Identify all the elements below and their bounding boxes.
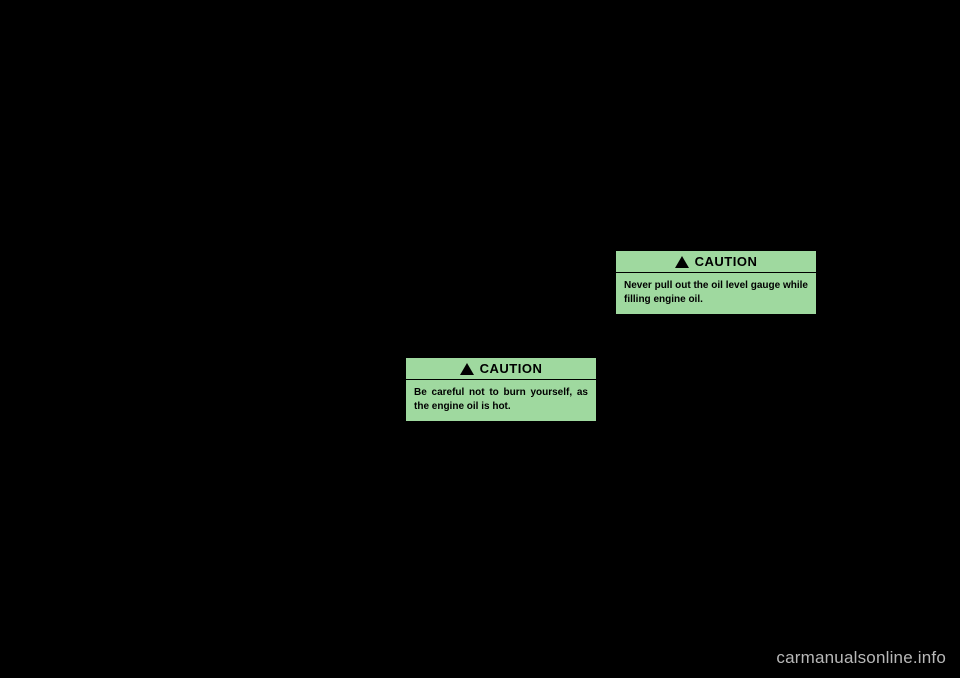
caution-header: CAUTION bbox=[616, 251, 816, 273]
manual-page: CAUTION Be careful not to burn yourself,… bbox=[0, 0, 960, 678]
caution-body-text: Never pull out the oil level gauge while… bbox=[616, 273, 816, 314]
caution-header: CAUTION bbox=[406, 358, 596, 380]
caution-body-text: Be careful not to burn yourself, as the … bbox=[406, 380, 596, 421]
warning-triangle-icon bbox=[675, 256, 689, 268]
watermark-text: carmanualsonline.info bbox=[776, 648, 946, 668]
caution-label: CAUTION bbox=[695, 254, 758, 269]
caution-box-oil-level-gauge: CAUTION Never pull out the oil level gau… bbox=[615, 250, 817, 315]
warning-triangle-icon bbox=[460, 363, 474, 375]
caution-box-engine-oil-hot: CAUTION Be careful not to burn yourself,… bbox=[405, 357, 597, 422]
caution-label: CAUTION bbox=[480, 361, 543, 376]
